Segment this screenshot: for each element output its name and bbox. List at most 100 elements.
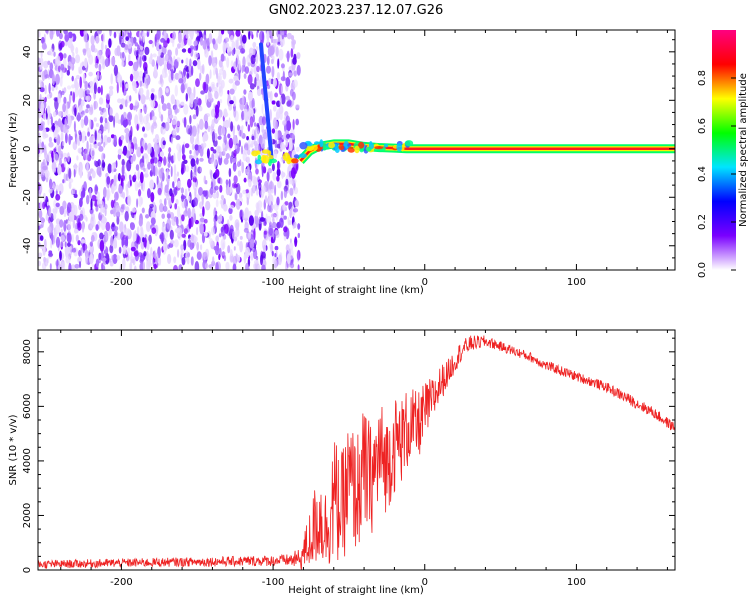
noise-speck [79, 213, 84, 221]
noise-speck [70, 189, 74, 196]
noise-speck [112, 253, 118, 265]
noise-speck [246, 136, 250, 141]
noise-speck [140, 146, 144, 154]
noise-speck [167, 244, 170, 250]
noise-speck [271, 221, 277, 229]
trace-blob [322, 145, 327, 151]
noise-speck [281, 170, 284, 180]
noise-speck [246, 149, 251, 156]
noise-speck [245, 168, 248, 175]
noise-speck [186, 72, 190, 79]
noise-speck [199, 157, 204, 162]
noise-speck [145, 95, 150, 100]
noise-speck [173, 173, 177, 184]
noise-speck [253, 259, 259, 265]
noise-speck [145, 221, 151, 233]
noise-speck [263, 244, 267, 253]
noise-speck [161, 222, 166, 232]
noise-speck [178, 264, 183, 270]
noise-speck [141, 207, 145, 214]
noise-speck [293, 221, 297, 229]
noise-speck [237, 161, 241, 168]
noise-speck [117, 74, 123, 83]
noise-speck [257, 264, 261, 270]
noise-speck [78, 249, 82, 257]
noise-speck [213, 219, 217, 230]
noise-speck [212, 193, 218, 199]
spectrogram-xtick-label: 0 [422, 277, 428, 288]
snr-plot-area [38, 330, 675, 570]
snr-x-axis: -200 -100 0 100 [60, 330, 668, 588]
noise-speck [103, 126, 107, 132]
noise-speck [128, 30, 131, 34]
noise-speck [205, 200, 211, 211]
noise-speck [229, 88, 235, 95]
noise-speck [228, 137, 234, 149]
noise-speck [196, 227, 199, 236]
noise-speck [104, 117, 108, 124]
noise-speck [235, 49, 241, 56]
noise-speck [240, 48, 246, 54]
noise-speck [185, 92, 188, 102]
noise-speck [175, 135, 181, 141]
noise-speck [204, 30, 207, 36]
noise-speck [184, 65, 189, 71]
noise-speck [289, 140, 293, 151]
noise-speck [73, 204, 78, 216]
noise-speck [49, 62, 54, 71]
noise-speck [220, 194, 225, 200]
noise-speck [165, 193, 169, 201]
spectrogram-ytick-label: 20 [22, 94, 33, 107]
noise-speck [55, 184, 59, 192]
noise-speck [242, 152, 248, 162]
noise-speck [82, 110, 86, 116]
noise-speck [202, 81, 207, 91]
noise-speck [273, 38, 279, 43]
noise-speck [93, 117, 97, 122]
noise-speck [176, 57, 181, 62]
noise-speck [49, 178, 53, 190]
noise-speck [242, 56, 246, 68]
colorbar-tick-label: 0.4 [697, 166, 708, 182]
noise-speck [134, 230, 137, 242]
noise-speck [277, 58, 280, 69]
noise-speck [220, 53, 225, 62]
noise-speck [158, 90, 161, 101]
noise-speck [202, 206, 205, 217]
noise-speck [190, 169, 193, 181]
noise-speck [51, 184, 56, 191]
noise-speck [261, 160, 265, 172]
noise-speck [59, 190, 62, 196]
noise-speck [77, 112, 81, 122]
snr-frame [37, 329, 676, 571]
noise-speck [48, 207, 52, 218]
noise-speck [138, 189, 142, 197]
colorbar-ticks: 0.0 0.2 0.4 0.6 0.8 [697, 70, 736, 278]
noise-speck [50, 116, 54, 126]
noise-speck [121, 158, 125, 167]
noise-speck [193, 212, 196, 223]
noise-speck [46, 201, 50, 207]
noise-speck [103, 141, 106, 148]
noise-speck [93, 100, 96, 111]
noise-speck [111, 221, 115, 228]
noise-speck [160, 127, 166, 135]
noise-speck [248, 232, 252, 240]
noise-speck [191, 143, 195, 150]
noise-speck [243, 89, 247, 95]
noise-speck [107, 163, 112, 174]
noise-speck [180, 101, 185, 106]
noise-speck [67, 242, 71, 248]
noise-speck [68, 211, 74, 222]
noise-speck [288, 66, 294, 72]
noise-speck [157, 161, 162, 168]
noise-speck [135, 164, 140, 171]
noise-speck [144, 46, 150, 56]
noise-speck [203, 232, 208, 237]
noise-speck [119, 221, 124, 233]
noise-speck [73, 193, 78, 198]
noise-speck [260, 189, 265, 197]
noise-speck [282, 203, 286, 211]
noise-speck [233, 175, 238, 184]
noise-speck [186, 124, 191, 135]
